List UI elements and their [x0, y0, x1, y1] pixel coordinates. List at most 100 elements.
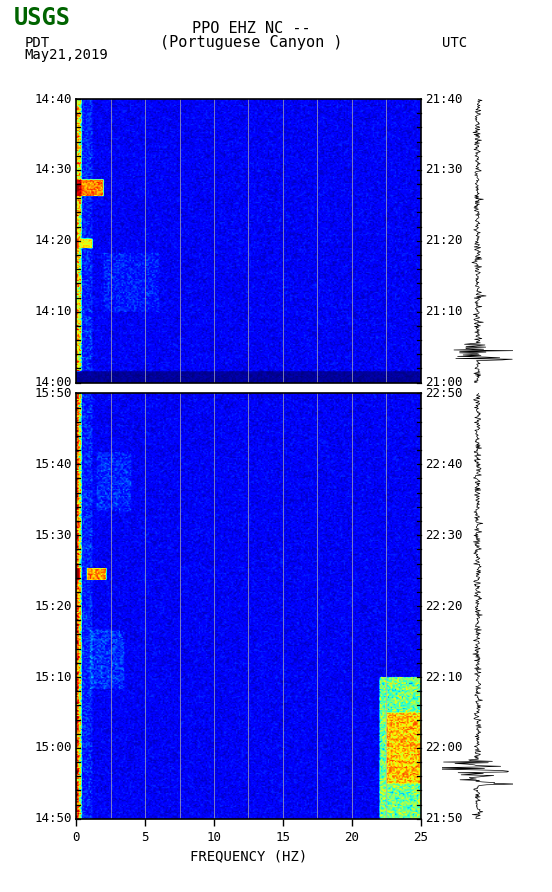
Point [73, 388, 79, 399]
Text: 22:20: 22:20 [424, 599, 462, 613]
Point [87, 94, 93, 104]
Point [87, 389, 93, 400]
Point [87, 388, 93, 399]
Point [73, 94, 79, 104]
Point [73, 95, 79, 105]
Point [73, 95, 79, 105]
Point [87, 95, 93, 105]
Point [73, 388, 79, 399]
Point [73, 95, 79, 105]
Point [87, 95, 93, 105]
Point [87, 95, 93, 105]
Point [87, 388, 93, 399]
Point [87, 389, 93, 400]
Point [73, 95, 79, 105]
Point [73, 95, 79, 105]
Point [87, 389, 93, 400]
Point [87, 388, 93, 399]
Text: 22:00: 22:00 [424, 741, 462, 755]
Text: USGS: USGS [14, 6, 71, 30]
Point [87, 95, 93, 105]
Point [87, 389, 93, 400]
Point [87, 388, 93, 399]
Point [73, 388, 79, 399]
Point [73, 95, 79, 105]
Point [87, 388, 93, 399]
Point [87, 388, 93, 399]
Point [87, 95, 93, 105]
Point [73, 95, 79, 105]
Point [73, 94, 79, 104]
Point [73, 388, 79, 399]
Point [73, 94, 79, 104]
Text: 21:40: 21:40 [424, 93, 462, 105]
Point [87, 389, 93, 400]
Point [87, 389, 93, 400]
Point [73, 94, 79, 104]
Point [87, 389, 93, 400]
Point [73, 95, 79, 105]
Text: PDT: PDT [25, 36, 50, 50]
Point [73, 94, 79, 104]
Point [73, 389, 79, 400]
Point [87, 95, 93, 105]
Text: 15:50: 15:50 [35, 387, 72, 400]
Point [87, 94, 93, 104]
Point [87, 388, 93, 399]
Point [87, 389, 93, 400]
Point [73, 389, 79, 400]
Point [87, 389, 93, 400]
Point [87, 94, 93, 104]
Point [73, 388, 79, 399]
Point [73, 94, 79, 104]
Point [87, 389, 93, 400]
Point [73, 95, 79, 105]
Point [87, 388, 93, 399]
Point [73, 389, 79, 400]
Text: 15:30: 15:30 [35, 529, 72, 541]
Point [87, 95, 93, 105]
Point [73, 95, 79, 105]
Point [73, 388, 79, 399]
Point [87, 388, 93, 399]
Point [73, 388, 79, 399]
Point [87, 389, 93, 400]
Point [87, 389, 93, 400]
X-axis label: FREQUENCY (HZ): FREQUENCY (HZ) [190, 849, 307, 863]
Point [73, 389, 79, 400]
Point [87, 389, 93, 400]
Point [73, 389, 79, 400]
Point [73, 95, 79, 105]
Point [73, 389, 79, 400]
Point [73, 389, 79, 400]
Point [73, 388, 79, 399]
Point [87, 389, 93, 400]
Point [73, 389, 79, 400]
Text: 15:10: 15:10 [35, 671, 72, 683]
Point [73, 388, 79, 399]
Point [73, 94, 79, 104]
Point [87, 389, 93, 400]
Point [87, 95, 93, 105]
Point [87, 388, 93, 399]
Text: 21:50: 21:50 [424, 813, 462, 825]
Point [87, 388, 93, 399]
Point [87, 94, 93, 104]
Point [73, 389, 79, 400]
Point [87, 95, 93, 105]
Point [73, 388, 79, 399]
Point [87, 94, 93, 104]
Point [73, 389, 79, 400]
Point [73, 95, 79, 105]
Point [87, 389, 93, 400]
Point [73, 389, 79, 400]
Point [73, 388, 79, 399]
Point [87, 94, 93, 104]
Point [87, 389, 93, 400]
Point [87, 389, 93, 400]
Point [73, 389, 79, 400]
Point [87, 388, 93, 399]
Text: 21:10: 21:10 [424, 305, 462, 318]
Point [87, 389, 93, 400]
Point [87, 389, 93, 400]
